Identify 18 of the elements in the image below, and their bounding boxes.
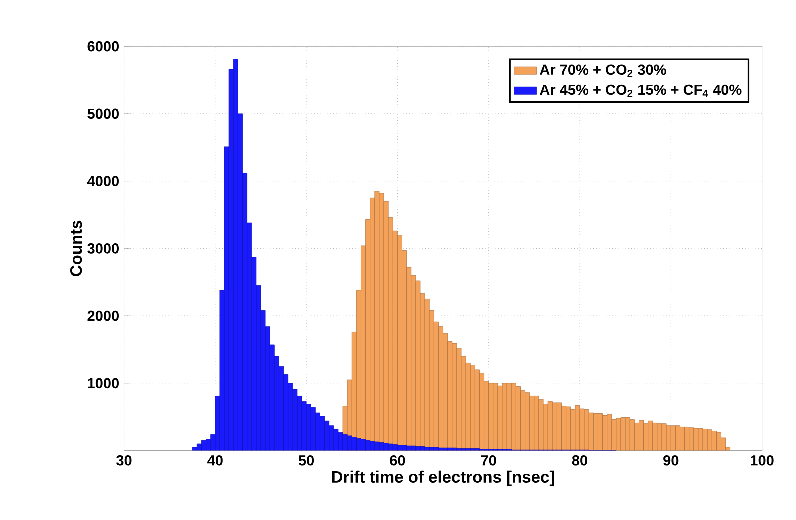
y-axis-title: Counts [70,220,82,276]
x-tick-label: 50 [298,455,314,466]
x-tick-label: 70 [481,455,496,466]
legend-label: Ar 70% + CO$_{2}$ 30% [540,64,666,78]
y-tick-label: 6000 [88,41,119,52]
y-tick-label: 1000 [88,378,119,389]
x-tick-label: 90 [664,455,679,466]
x-axis-title: Drift time of electrons [nsec] [332,470,554,486]
y-tick-label: 4000 [87,176,119,186]
x-tick-label: 100 [751,455,774,466]
x-tick-label: 40 [208,455,223,466]
x-tick-label: 30 [116,455,132,466]
y-tick-label: 2000 [88,310,119,322]
x-tick-label: 60 [390,455,406,466]
legend-label: Ar 45% + CO$_{2}$ 15% + CF$_{4}$ 40% [540,84,742,98]
y-tick-label: 5000 [88,108,119,120]
x-tick-label: 80 [572,455,588,466]
y-tick-label: 3000 [88,243,119,254]
